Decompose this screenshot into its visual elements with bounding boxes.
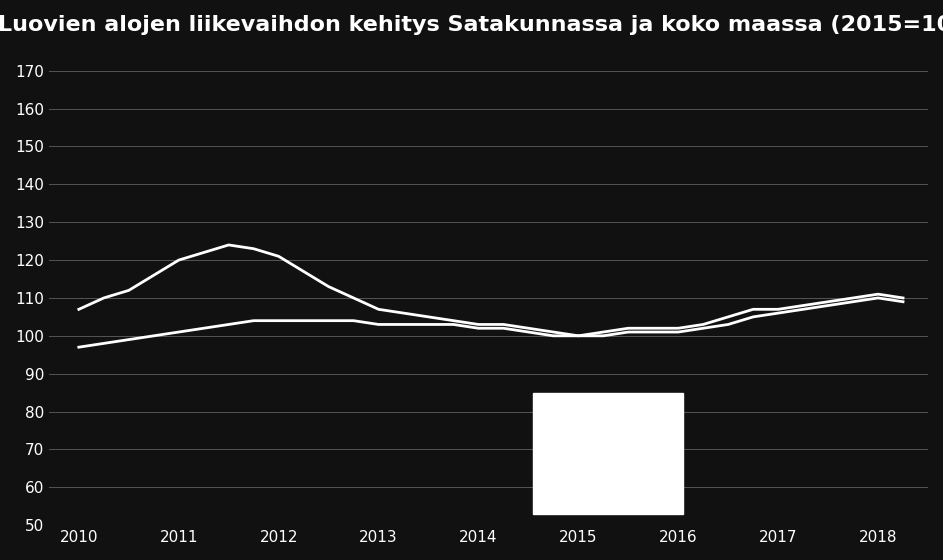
Bar <box>534 393 684 514</box>
Title: Luovien alojen liikevaihdon kehitys Satakunnassa ja koko maassa (2015=100): Luovien alojen liikevaihdon kehitys Sata… <box>0 15 943 35</box>
